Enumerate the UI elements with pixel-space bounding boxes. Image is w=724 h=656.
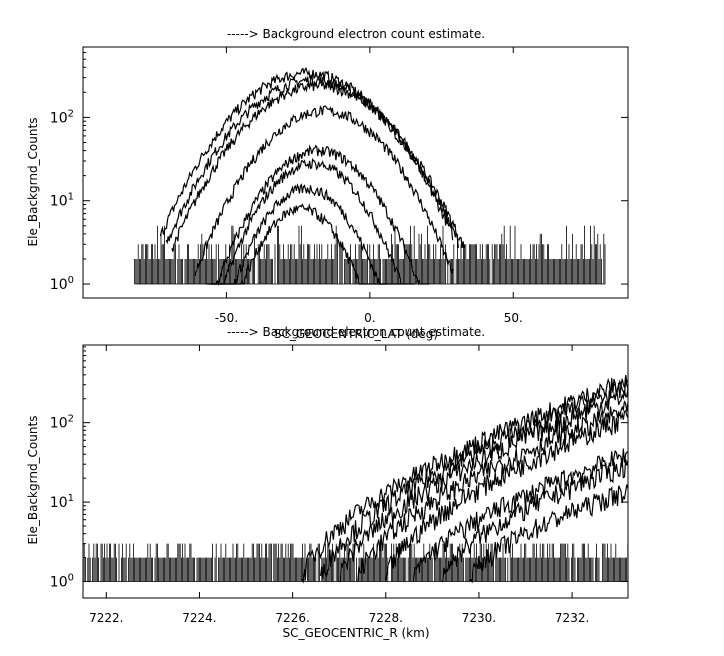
noise-floor-spikes	[82, 543, 629, 582]
y-tick-label: 100	[50, 573, 74, 591]
y-axis-label-top: Ele_Backgrnd_Counts	[26, 118, 40, 247]
y-tick-base: 10	[50, 194, 68, 210]
x-axis-label-top: SC_GEOCENTRIC_LAT (deg)	[274, 327, 438, 341]
series-line-6	[441, 458, 629, 583]
y-tick-base: 10	[50, 575, 68, 591]
chart-panel-top: -----> Background electron count estimat…	[26, 27, 629, 341]
y-tick-label: 101	[50, 192, 74, 210]
series-line-4	[206, 144, 430, 286]
series-line-7	[469, 484, 629, 584]
y-tick-exponent: 2	[68, 414, 74, 425]
noise-floor-spikes	[134, 225, 606, 285]
x-tick-label: 50.	[504, 311, 523, 325]
chart-panel-bottom: -----> Background electron count estimat…	[26, 325, 629, 640]
series-line-3	[194, 105, 454, 277]
series-line-0	[301, 375, 629, 584]
series-line-0	[159, 66, 454, 241]
y-tick-base: 10	[50, 110, 68, 126]
x-tick-label: 7222.	[89, 611, 123, 625]
y-tick-exponent: 1	[68, 192, 74, 203]
y-tick-label: 101	[50, 493, 74, 511]
series-line-5	[413, 448, 629, 582]
chart-series-group-top	[134, 66, 606, 286]
y-tick-base: 10	[50, 277, 68, 293]
x-tick-label: 7232.	[555, 611, 589, 625]
chart-title-bottom: -----> Background electron count estimat…	[227, 325, 485, 339]
series-line-4	[385, 409, 629, 580]
x-tick-label: 7226.	[275, 611, 309, 625]
series-line-6	[212, 183, 401, 285]
y-tick-label: 102	[50, 414, 74, 432]
y-tick-base: 10	[50, 416, 68, 432]
y-tick-exponent: 0	[68, 573, 74, 584]
chart-series-group-bottom	[82, 375, 629, 584]
y-tick-exponent: 2	[68, 108, 74, 119]
x-tick-label: 0.	[364, 311, 375, 325]
x-tick-label: -50.	[215, 311, 238, 325]
chart-title-top: -----> Background electron count estimat…	[227, 27, 485, 41]
series-line-2	[339, 387, 629, 583]
y-tick-label: 100	[50, 275, 74, 293]
x-tick-label: 7224.	[182, 611, 216, 625]
plot-frame-bottom	[82, 344, 629, 599]
y-axis-label-bottom: Ele_Backgrnd_Counts	[26, 416, 40, 545]
series-line-5	[209, 158, 415, 285]
series-line-2	[171, 79, 465, 252]
series-line-1	[165, 75, 459, 248]
y-tick-exponent: 0	[68, 275, 74, 286]
x-axis-label-bottom: SC_GEOCENTRIC_R (km)	[283, 626, 430, 640]
plot-frame-top	[82, 46, 629, 299]
y-tick-exponent: 1	[68, 493, 74, 504]
x-tick-label: 7230.	[462, 611, 496, 625]
y-tick-base: 10	[50, 495, 68, 511]
y-tick-label: 102	[50, 108, 74, 126]
x-tick-label: 7228.	[369, 611, 403, 625]
series-line-3	[357, 400, 629, 582]
series-line-7	[214, 203, 387, 285]
